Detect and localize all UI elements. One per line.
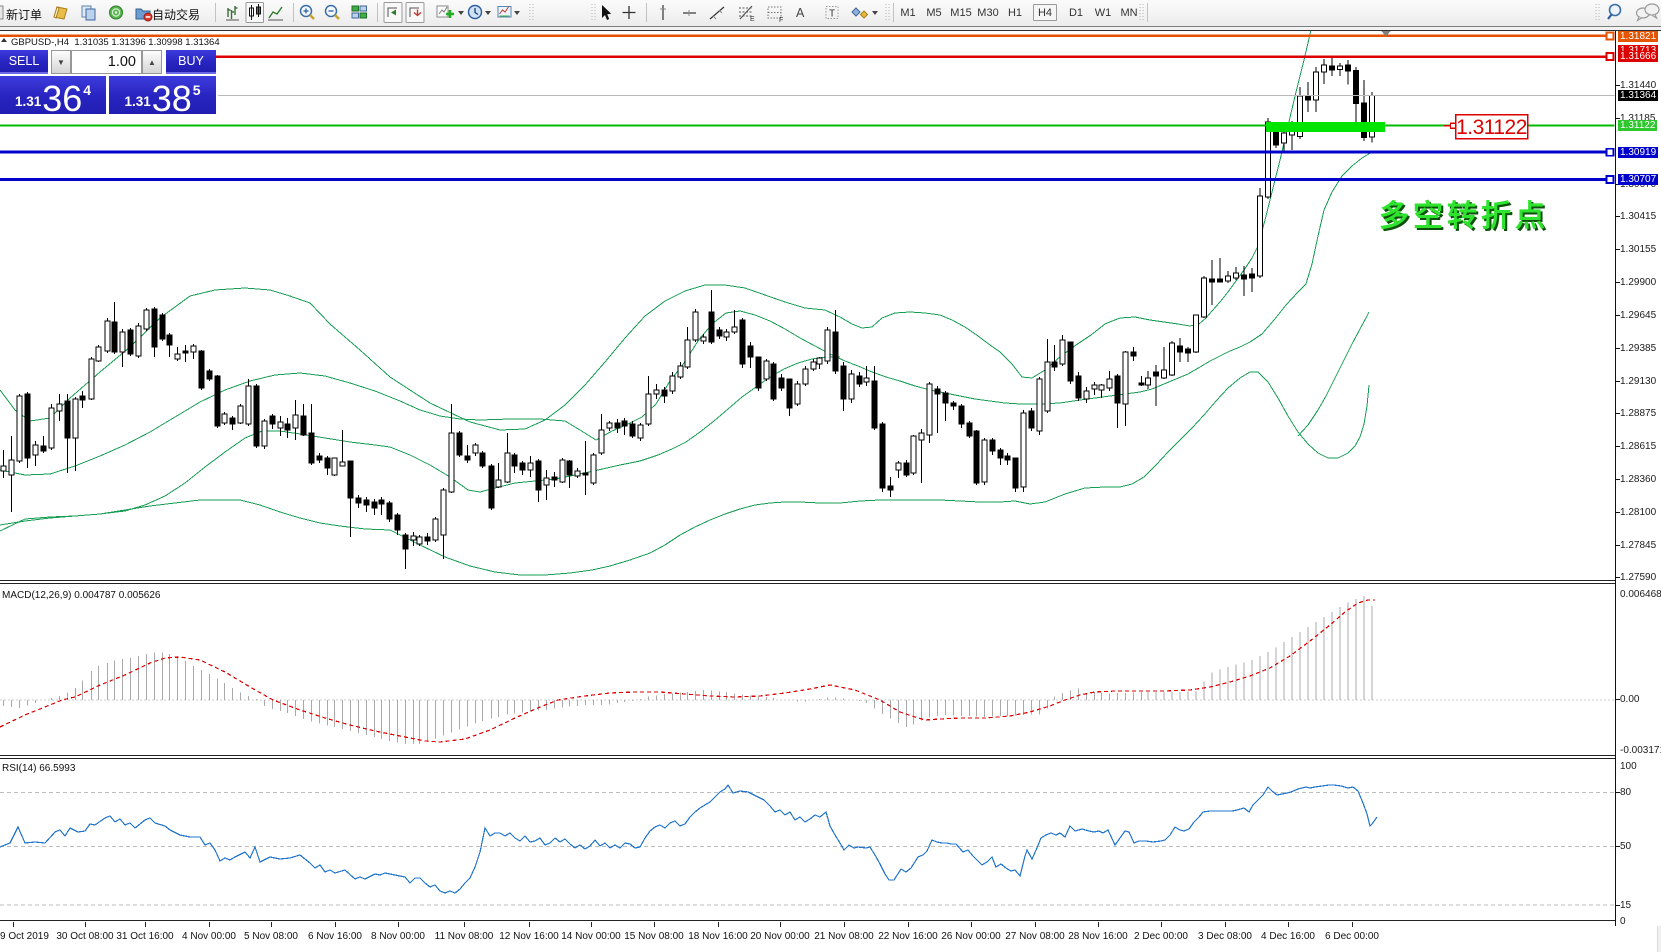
svg-text:F: F [779,17,783,24]
svg-text:T: T [829,9,835,20]
svg-text:E: E [750,16,755,23]
